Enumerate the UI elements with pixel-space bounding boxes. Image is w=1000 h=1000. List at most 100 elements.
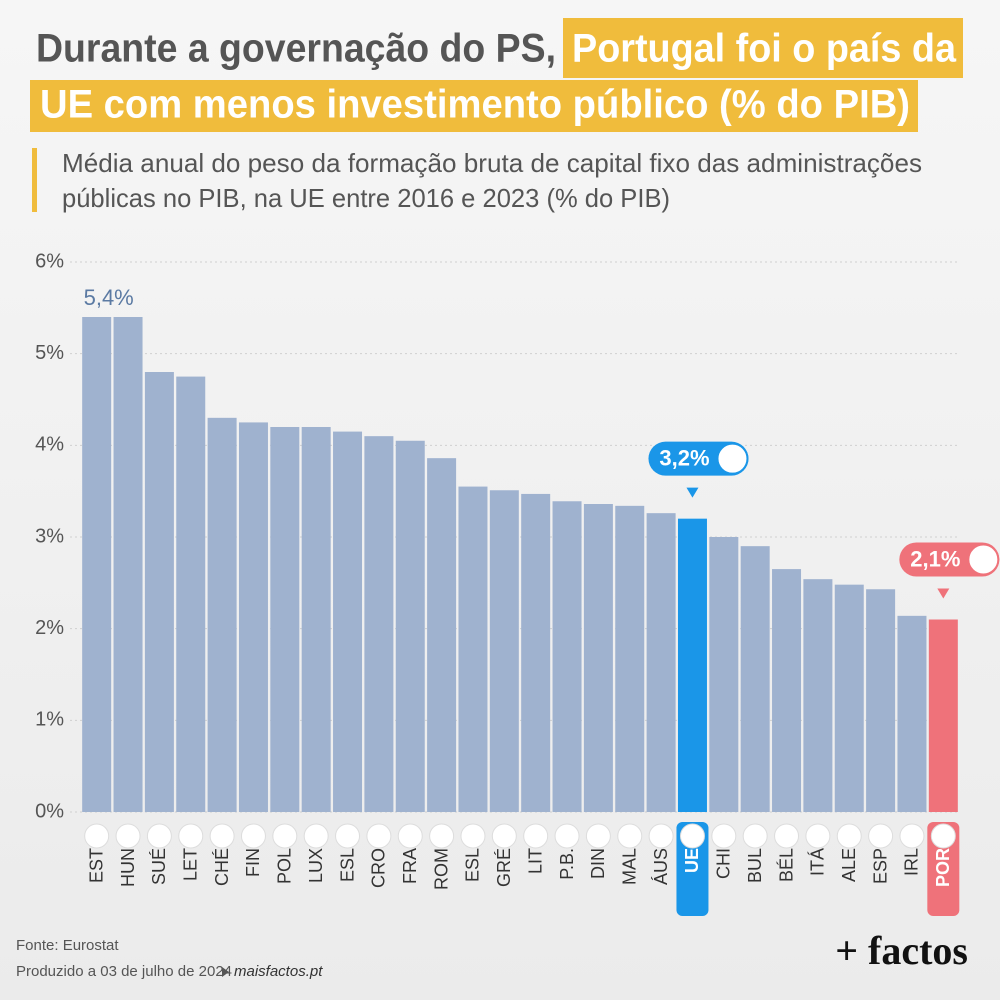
flag: [491, 823, 517, 849]
y-tick-label: 3%: [35, 525, 64, 547]
bar: [709, 537, 739, 812]
bar: [82, 317, 112, 812]
x-tick-label: ESL: [337, 848, 357, 882]
flag: [84, 823, 110, 849]
bar: [395, 440, 425, 812]
x-tick-label: SUÉ: [149, 848, 169, 885]
title: UE com menos investimento público (% do …: [40, 83, 910, 127]
x-tick-label: BÉL: [776, 848, 796, 882]
flag: [585, 823, 611, 849]
flag: [272, 823, 298, 849]
bar: [677, 518, 707, 812]
title: Durante a governação do PS,: [36, 27, 556, 71]
bar: [521, 493, 551, 812]
bar: [489, 490, 519, 812]
flag: [774, 823, 800, 849]
bar: [583, 504, 613, 812]
x-tick-label: ITÁ: [808, 848, 828, 876]
x-tick-label: ALE: [839, 848, 859, 882]
x-tick-label: ESP: [870, 848, 890, 884]
bar: [740, 546, 770, 812]
title-highlight: [30, 80, 918, 132]
flag: [335, 823, 361, 849]
bar: [301, 427, 331, 812]
flag: [742, 823, 768, 849]
flag: [711, 823, 737, 849]
flag: [460, 823, 486, 849]
flag: [554, 823, 580, 849]
x-tick-label: MAL: [620, 848, 640, 885]
produced: Produzido a 03 de julho de 2024: [16, 963, 232, 980]
bar: [364, 436, 394, 812]
flag: [178, 823, 204, 849]
bar: [176, 376, 206, 812]
flag: [303, 823, 329, 849]
flag: [240, 823, 266, 849]
x-tick-label: BUL: [745, 848, 765, 883]
bar: [427, 458, 457, 812]
value-label-pointer: [937, 588, 950, 599]
subtitle-bar: [32, 148, 37, 212]
bar: [646, 513, 676, 812]
y-tick-label: 5%: [35, 342, 64, 364]
bar: [207, 417, 237, 812]
logo: + factos: [835, 928, 968, 973]
x-tick-label: ÁUS: [651, 848, 671, 885]
flag: [836, 823, 862, 849]
x-tick-label: ROM: [431, 848, 451, 890]
flag: [805, 823, 831, 849]
y-tick-label: 4%: [35, 434, 64, 456]
flag: [146, 823, 172, 849]
x-tick-label: LUX: [306, 848, 326, 883]
value-label-pointer: [686, 487, 699, 498]
value-label: 3,2%: [659, 445, 709, 470]
flag: [679, 823, 705, 849]
x-tick-label: HUN: [118, 848, 138, 887]
bar: [897, 615, 927, 812]
x-tick-label: P.B.: [557, 848, 577, 880]
x-tick-label: GRÉ: [494, 848, 514, 887]
flag: [648, 823, 674, 849]
flag: [397, 823, 423, 849]
value-label-flag: [967, 543, 1000, 576]
x-tick-label: LET: [181, 848, 201, 881]
source: Fonte: Eurostat: [16, 937, 119, 954]
flag: [366, 823, 392, 849]
website: maisfactos.pt: [234, 963, 323, 980]
x-tick-label: ESL: [463, 848, 483, 882]
title: Portugal foi o país da: [572, 27, 957, 71]
x-tick-label: CHI: [714, 848, 734, 879]
y-tick-label: 6%: [35, 250, 64, 272]
x-tick-label: IRL: [902, 848, 922, 876]
flag: [899, 823, 925, 849]
value-label: 2,1%: [910, 546, 960, 571]
x-tick-label: FRA: [400, 848, 420, 884]
value-label: 5,4%: [84, 285, 134, 310]
x-tick-label: DIN: [588, 848, 608, 879]
x-tick-label: POR: [933, 848, 953, 887]
x-tick-label: EST: [86, 848, 106, 883]
flag: [429, 823, 455, 849]
bar: [113, 317, 143, 812]
title-highlight: [563, 18, 963, 78]
subtitle: Média anual do peso da formação bruta de…: [62, 148, 922, 178]
value-label-flag: [716, 442, 749, 475]
bar: [772, 569, 802, 812]
y-tick-label: 0%: [35, 800, 64, 822]
flag: [617, 823, 643, 849]
x-tick-label: POL: [275, 848, 295, 884]
bar: [238, 422, 268, 812]
flag: [209, 823, 235, 849]
flag: [523, 823, 549, 849]
bar: [270, 427, 300, 812]
flag: [868, 823, 894, 849]
x-tick-label: UE: [682, 848, 702, 873]
bar: [333, 431, 363, 812]
subtitle: públicas no PIB, na UE entre 2016 e 2023…: [62, 183, 670, 213]
bar: [834, 584, 864, 812]
bar: [866, 589, 896, 812]
y-tick-label: 1%: [35, 709, 64, 731]
flag: [115, 823, 141, 849]
bar: [615, 505, 645, 812]
